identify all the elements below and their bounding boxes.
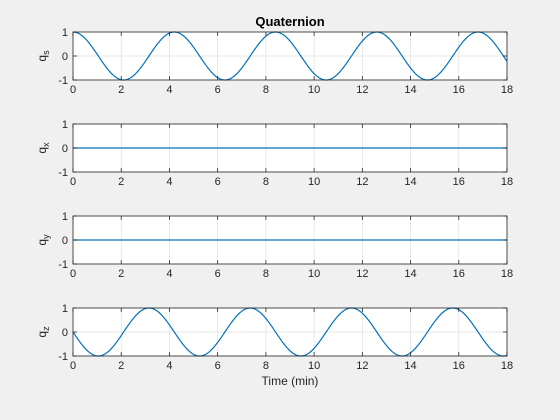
x-tick-label: 0 <box>70 360 76 372</box>
x-tick-label: 16 <box>453 268 465 280</box>
x-tick-label: 2 <box>118 268 124 280</box>
x-tick-label: 4 <box>166 360 172 372</box>
x-tick-label: 8 <box>263 84 269 96</box>
x-tick-label: 10 <box>308 176 320 188</box>
chart-title: Quaternion <box>255 14 324 29</box>
x-tick-label: 16 <box>453 176 465 188</box>
x-tick-label: 8 <box>263 176 269 188</box>
y-tick-label: 1 <box>62 119 68 131</box>
x-tick-label: 16 <box>453 360 465 372</box>
y-tick-label: -1 <box>58 351 68 363</box>
y-axis-label: qs <box>35 50 51 62</box>
x-tick-label: 4 <box>166 176 172 188</box>
x-tick-label: 16 <box>453 84 465 96</box>
y-tick-label: 0 <box>62 327 68 339</box>
x-tick-label: 14 <box>404 268 416 280</box>
y-tick-label: -1 <box>58 75 68 87</box>
x-tick-label: 12 <box>356 176 368 188</box>
x-tick-label: 4 <box>166 84 172 96</box>
x-tick-label: 14 <box>404 176 416 188</box>
x-tick-label: 6 <box>215 360 221 372</box>
x-axis-label: Time (min) <box>262 374 319 388</box>
y-tick-label: -1 <box>58 259 68 271</box>
y-axis-label: qz <box>35 326 51 338</box>
y-tick-label: 0 <box>62 235 68 247</box>
x-tick-label: 10 <box>308 360 320 372</box>
x-tick-label: 12 <box>356 360 368 372</box>
x-tick-label: 4 <box>166 268 172 280</box>
x-tick-label: 18 <box>501 176 513 188</box>
x-tick-label: 12 <box>356 84 368 96</box>
y-tick-label: -1 <box>58 167 68 179</box>
x-tick-label: 0 <box>70 84 76 96</box>
series-line-qs <box>72 31 508 81</box>
x-tick-label: 0 <box>70 268 76 280</box>
x-tick-label: 10 <box>308 84 320 96</box>
x-tick-label: 2 <box>118 360 124 372</box>
y-axis-label: qx <box>35 142 51 154</box>
x-tick-label: 2 <box>118 84 124 96</box>
x-tick-label: 14 <box>404 360 416 372</box>
x-tick-label: 6 <box>215 84 221 96</box>
y-tick-label: 1 <box>62 303 68 315</box>
x-tick-label: 10 <box>308 268 320 280</box>
y-tick-label: 0 <box>62 51 68 63</box>
x-tick-label: 2 <box>118 176 124 188</box>
y-tick-label: 0 <box>62 143 68 155</box>
x-tick-label: 18 <box>501 268 513 280</box>
y-axis-label: qy <box>35 234 51 246</box>
y-tick-label: 1 <box>62 27 68 39</box>
x-tick-label: 6 <box>215 268 221 280</box>
series-line-qz <box>72 307 508 357</box>
x-tick-label: 18 <box>501 84 513 96</box>
x-tick-label: 8 <box>263 360 269 372</box>
x-tick-label: 14 <box>404 84 416 96</box>
x-tick-label: 18 <box>501 360 513 372</box>
x-tick-label: 12 <box>356 268 368 280</box>
y-tick-label: 1 <box>62 211 68 223</box>
x-tick-label: 0 <box>70 176 76 188</box>
x-tick-label: 8 <box>263 268 269 280</box>
x-tick-label: 6 <box>215 176 221 188</box>
